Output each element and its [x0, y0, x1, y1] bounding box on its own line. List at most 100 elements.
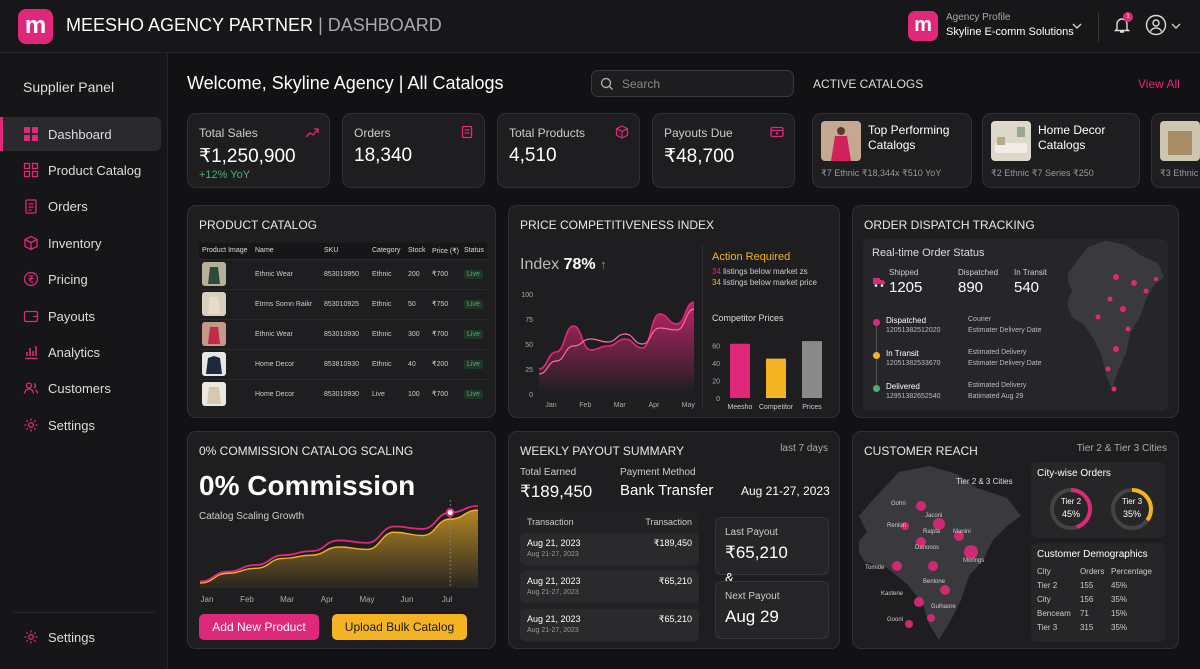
sidebar-item-analytics[interactable]: Analytics	[0, 335, 161, 369]
stat-card-payouts-due[interactable]: Payouts Due ₹48,700	[652, 113, 795, 188]
cell: City	[1037, 594, 1051, 604]
sidebar-item-payouts[interactable]: Payouts	[0, 299, 161, 333]
table-row[interactable]: Home Decor 853010930 Live 100 ₹700 Live	[199, 378, 487, 409]
highlight-point	[445, 508, 455, 518]
reach-subtitle: Tier 2 & Tier 3 Cities	[1076, 443, 1167, 454]
sidebar-item-customers[interactable]: Customers	[0, 371, 161, 405]
city-label: Danonos	[915, 545, 940, 551]
dispatch-panel: ORDER DISPATCH TRACKING Real-time Order …	[852, 205, 1179, 418]
sidebar-item-settings[interactable]: Settings	[0, 408, 161, 442]
payout-period[interactable]: last 7 days	[780, 443, 828, 454]
series-line	[538, 308, 695, 375]
profile-logo[interactable]: m	[908, 11, 938, 41]
sidebar-item-product-catalog[interactable]: Product Catalog	[0, 153, 161, 187]
page-title: Welcome, Skyline Agency | All Catalogs	[187, 73, 504, 93]
area-fill	[200, 510, 478, 588]
product-image	[202, 382, 226, 407]
profile-name[interactable]: Skyline E-comm Solutions	[946, 26, 1074, 38]
x-tick-label: Feb	[240, 595, 254, 604]
trend-up-icon	[305, 128, 319, 138]
sidebar: Supplier Panel Dashboard Product Catalog…	[0, 53, 168, 669]
demographics-box: Customer Demographics City Orders Percenta…	[1031, 543, 1165, 642]
search-input[interactable]	[622, 76, 772, 91]
section-title: PRICE COMPETITIVENESS INDEX	[520, 218, 715, 232]
chevron-down-icon[interactable]	[1070, 19, 1084, 33]
index-value: 78%	[563, 256, 596, 273]
donut-label: Tier 2	[1060, 497, 1082, 506]
catalog-thumbnail	[1160, 121, 1200, 161]
city-label: Manini	[953, 529, 971, 535]
column-header: Product Image	[199, 243, 252, 259]
india-map	[1068, 241, 1164, 392]
transaction-range: Aug 21-27, 2023	[527, 589, 579, 596]
status-badge: Live	[464, 329, 483, 339]
sidebar-item-inventory[interactable]: Inventory	[0, 226, 161, 260]
x-tick-label: Apr	[649, 402, 661, 409]
stat-card-total-products[interactable]: Total Products 4,510	[497, 113, 640, 188]
catalog-thumbnail	[821, 121, 861, 161]
next-payout-label: Next Payout	[725, 591, 780, 602]
search-box[interactable]	[591, 70, 794, 97]
city-label: Renlon	[887, 523, 907, 529]
app-logo[interactable]: m	[18, 9, 53, 44]
table-row[interactable]: Etrms Sornn Raikr 853010925 Ethnic 50 ₹750 Li…	[199, 288, 487, 319]
x-tick-label: Prices	[802, 404, 822, 411]
demographics-title: Customer Demographics	[1037, 549, 1148, 560]
add-new-product-button[interactable]: Add New Product	[199, 614, 319, 640]
ampersand: &	[725, 570, 734, 585]
divider	[1098, 12, 1099, 42]
sidebar-footer-settings[interactable]: Settings	[0, 620, 161, 654]
timeline-info: Batimated Aug 29	[968, 393, 1024, 400]
transaction-row[interactable]: Aug 21, 2023 Aug 21-27, 2023 ₹65,210	[520, 609, 699, 641]
transaction-date: Aug 21, 2023	[527, 576, 581, 586]
sidebar-item-pricing[interactable]: Pricing	[0, 262, 161, 296]
transaction-row[interactable]: Aug 21, 2023 Aug 21-27, 2023 ₹189,450	[520, 533, 699, 565]
stat-card-total-sales[interactable]: Total Sales ₹1,250,900 +12% YoY	[187, 113, 330, 188]
india-map	[859, 466, 1021, 640]
y-tick-label: 75	[525, 317, 533, 324]
city-label: Gohri	[891, 501, 906, 507]
user-icon[interactable]	[1145, 14, 1167, 36]
view-all-link[interactable]: View All	[1138, 77, 1180, 91]
product-name: Ethnic Wear	[252, 258, 321, 289]
transaction-row[interactable]: Aug 21, 2023 Aug 21-27, 2023 ₹65,210	[520, 571, 699, 603]
x-tick-label: Jan	[201, 595, 214, 604]
catalog-card[interactable]: Home Decor Catalogs ₹2 Ethnic ₹7 Series …	[982, 113, 1140, 188]
column-header: SKU	[321, 243, 369, 259]
table-row[interactable]: Home Decor 853810930 Ethnic 40 ₹200 Live	[199, 348, 487, 379]
timeline-info: Estimated Delivery	[968, 382, 1027, 389]
sidebar-item-orders[interactable]: Orders	[0, 189, 161, 223]
payout-date-range: Aug 21-27, 2023	[741, 484, 830, 498]
sidebar-item-dashboard[interactable]: Dashboard	[0, 117, 161, 151]
sidebar-item-label: Settings	[48, 629, 95, 645]
column-header: Percentage	[1111, 566, 1152, 576]
upload-bulk-catalog-button[interactable]: Upload Bulk Catalog	[332, 614, 467, 640]
tier-donut-charts	[1050, 488, 1153, 530]
product-name: Etrms Sornn Raikr	[252, 288, 321, 319]
catalog-name: Home Decor Catalogs	[1038, 123, 1106, 152]
x-tick-label: Competitor	[759, 404, 794, 411]
table-row[interactable]: Ethnic Wear 853010950 Ethnic 200 ₹700 Live	[199, 258, 487, 289]
catalog-card[interactable]: Top Performing Catalogs ₹7 Ethnic ₹18,34…	[812, 113, 972, 188]
status-badge: Live	[464, 269, 483, 279]
timeline-dot	[873, 385, 880, 392]
count-label: Shipped	[889, 268, 919, 277]
table-row: City 156 35%	[1037, 592, 1163, 606]
timeline-id: 12951382652540	[886, 393, 941, 400]
table-row[interactable]: Ethnic Wear 853010930 Ethnic 300 ₹700 Live	[199, 318, 487, 349]
timeline-dot	[873, 319, 880, 326]
stat-card-orders[interactable]: Orders 18,340	[342, 113, 485, 188]
chevron-down-icon[interactable]	[1170, 20, 1182, 32]
product-name: Home Decor	[252, 378, 321, 409]
product-catalog-panel: PRODUCT CATALOG Product Image Name SKU C…	[187, 205, 496, 418]
catalog-card[interactable]: ₹3 Ethnic	[1151, 113, 1200, 188]
status-badge: Live	[464, 389, 483, 399]
bar	[802, 341, 822, 398]
cell: Benceam	[1037, 608, 1071, 618]
sidebar-divider	[14, 612, 154, 613]
city-label: Benlone	[923, 579, 946, 585]
transaction-amount: ₹65,210	[658, 576, 692, 586]
product-sku: 853810930	[321, 348, 369, 379]
price-index-chart: 0 25 50 75 100 Jan Feb Mar Apr May	[521, 292, 695, 409]
stat-value: 18,340	[354, 145, 413, 166]
